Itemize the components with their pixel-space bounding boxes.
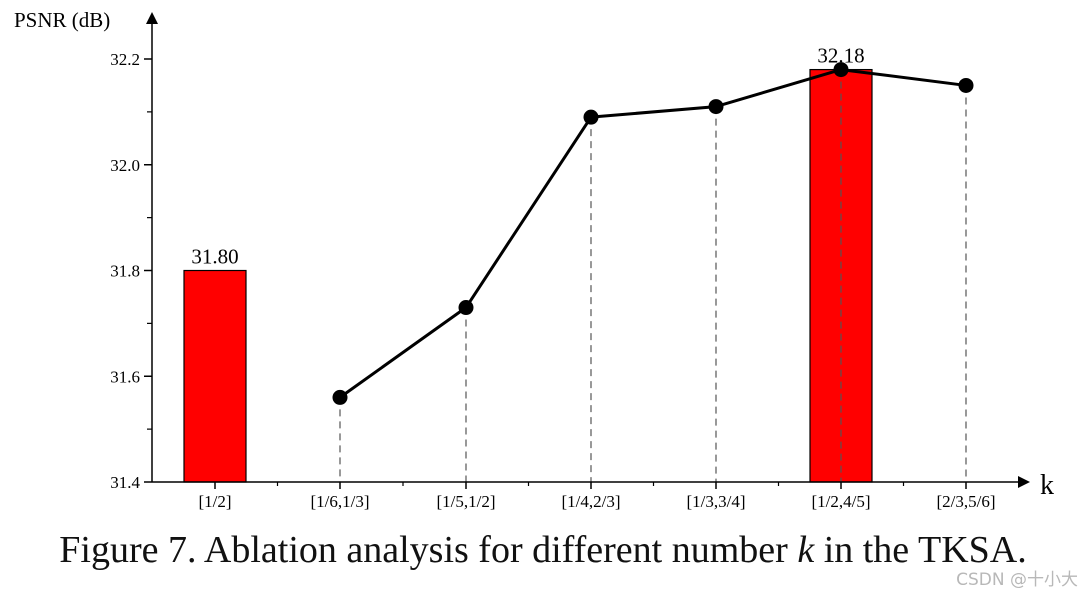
bar	[183, 269, 247, 483]
bars-layer	[183, 68, 873, 483]
y-tick-label: 31.4	[110, 473, 140, 492]
y-tick-label: 31.6	[110, 367, 140, 386]
x-axis-arrow	[1018, 476, 1030, 488]
figure-caption: Figure 7. Ablation analysis for differen…	[0, 528, 1086, 572]
y-axis-arrow	[146, 12, 158, 24]
x-tick-label: [1/6,1/3]	[310, 492, 369, 511]
y-tick-label: 31.8	[110, 262, 140, 281]
x-tick-label: [1/2,4/5]	[811, 492, 870, 511]
x-tick-label: [1/5,1/2]	[436, 492, 495, 511]
line-data-point	[708, 99, 724, 115]
x-tick-label: [1/2]	[198, 492, 231, 511]
chart: 31.80 32.18 31.4 31.6 31.8 32.0 32.2 [1/2] [1/6,…	[14, 8, 1054, 511]
x-tick-label: [1/3,3/4]	[686, 492, 745, 511]
drop-lines-layer	[339, 69, 967, 482]
caption-variable: k	[797, 529, 815, 571]
line-data-point	[833, 62, 849, 78]
line-data-point	[958, 77, 974, 93]
y-tick-label: 32.0	[110, 156, 140, 175]
caption-prefix: Figure 7. Ablation analysis for differen…	[59, 529, 788, 571]
x-tick-label: [1/4,2/3]	[561, 492, 620, 511]
line-data-point	[332, 389, 348, 405]
watermark: CSDN @十小大	[956, 570, 1078, 590]
y-axis-title: PSNR (dB)	[14, 8, 110, 32]
bar-data-label: 31.80	[191, 245, 238, 269]
labels-layer: 31.80 32.18 31.4 31.6 31.8 32.0 32.2 [1/2] [1/6,…	[14, 8, 1054, 511]
bar-data-label: 32.18	[817, 44, 864, 68]
line-series-layer	[332, 62, 974, 405]
line-series-path	[339, 68, 967, 399]
caption-suffix: in the TKSA.	[823, 529, 1027, 571]
x-axis-title: k	[1040, 470, 1054, 501]
line-data-point	[458, 300, 474, 316]
x-tick-label: [2/3,5/6]	[936, 492, 995, 511]
line-data-point	[583, 109, 599, 125]
y-tick-label: 32.2	[110, 50, 140, 69]
axes-layer	[144, 12, 1030, 489]
